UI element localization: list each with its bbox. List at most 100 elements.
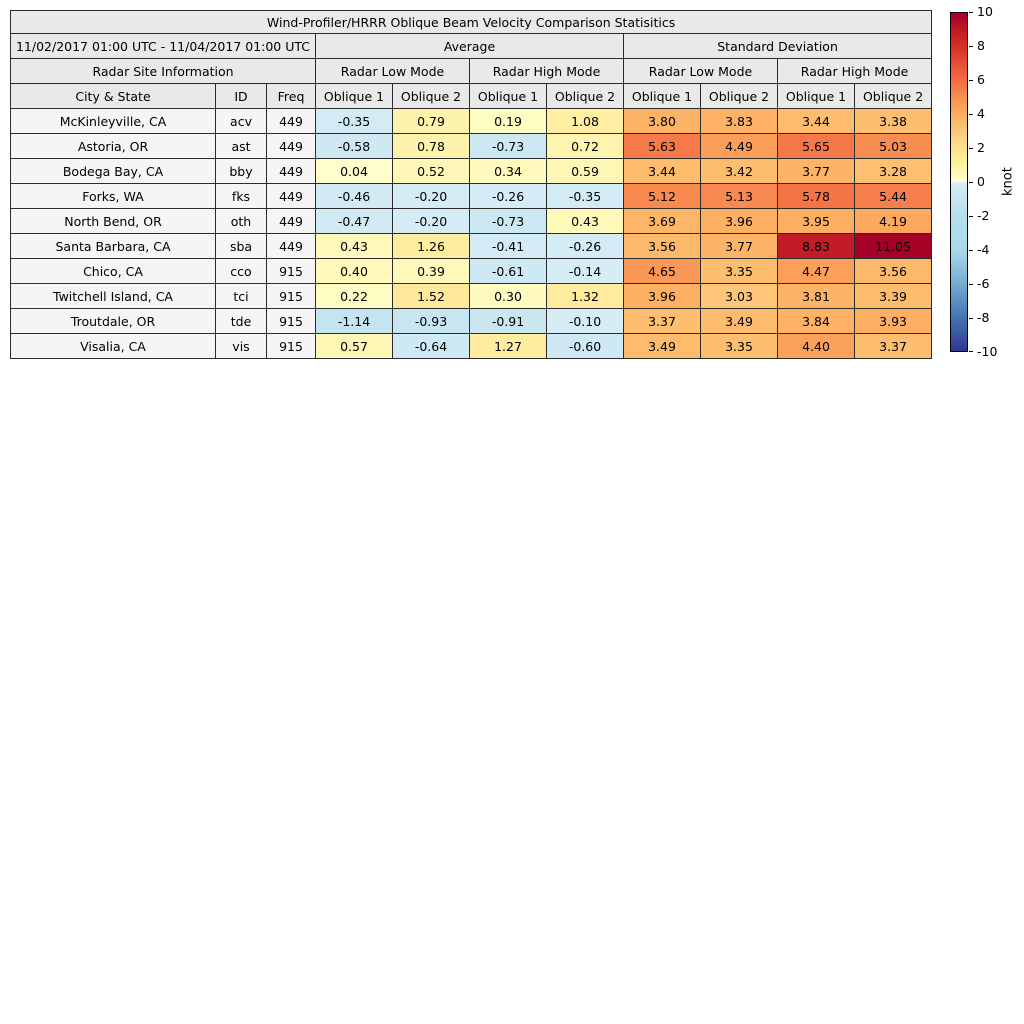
cell-value: 3.69 — [623, 208, 701, 234]
group-row-1: 11/02/2017 01:00 UTC - 11/04/2017 01:00 … — [10, 33, 933, 59]
cell-freq: 915 — [266, 333, 316, 359]
cell-value: -0.60 — [546, 333, 624, 359]
cell-value: 1.52 — [392, 283, 470, 309]
cell-id: fks — [215, 183, 267, 209]
cell-value: 11.05 — [853, 233, 933, 259]
cell-value: -0.46 — [315, 183, 393, 209]
table-body: McKinleyville, CA acv 449 -0.35 0.79 0.19 1.08… — [10, 108, 933, 359]
cell-value: 0.59 — [546, 158, 624, 184]
cell-value: 3.44 — [777, 108, 855, 134]
cell-value: 5.03 — [853, 133, 933, 159]
title-row: Wind-Profiler/HRRR Oblique Beam Velocity… — [9, 10, 933, 34]
cell-value: 3.77 — [700, 233, 778, 259]
cell-value: 0.04 — [315, 158, 393, 184]
col-freq: Freq — [266, 83, 316, 109]
cell-value: -0.10 — [546, 308, 624, 334]
colorbar-tick — [969, 215, 973, 217]
cell-value: 3.44 — [623, 158, 701, 184]
cell-value: -0.35 — [315, 108, 393, 134]
col-std-high-oblique2: Oblique 2 — [853, 83, 933, 109]
colorbar-tick-label: 2 — [977, 140, 985, 155]
group-average: Average — [315, 33, 624, 59]
cell-city-state: Twitchell Island, CA — [10, 283, 216, 309]
cell-value: -1.14 — [315, 308, 393, 334]
cell-id: cco — [215, 258, 267, 284]
cell-value: -0.91 — [469, 308, 547, 334]
cell-city-state: Visalia, CA — [10, 333, 216, 359]
cell-id: tde — [215, 308, 267, 334]
cell-value: 0.40 — [315, 258, 393, 284]
cell-value: 5.12 — [623, 183, 701, 209]
cell-value: 5.65 — [777, 133, 855, 159]
cell-value: 0.78 — [392, 133, 470, 159]
cell-value: 0.43 — [546, 208, 624, 234]
cell-city-state: Troutdale, OR — [10, 308, 216, 334]
colorbar-tick-label: 6 — [977, 72, 985, 87]
cell-value: 3.37 — [623, 308, 701, 334]
cell-value: 3.80 — [623, 108, 701, 134]
group-avg-low-mode: Radar Low Mode — [315, 58, 470, 84]
cell-value: 3.83 — [700, 108, 778, 134]
cell-value: 3.28 — [853, 158, 933, 184]
cell-value: -0.26 — [546, 233, 624, 259]
cell-freq: 449 — [266, 133, 316, 159]
cell-city-state: McKinleyville, CA — [10, 108, 216, 134]
cell-id: sba — [215, 233, 267, 259]
colorbar-tick — [969, 12, 973, 13]
cell-value: 1.27 — [469, 333, 547, 359]
cell-city-state: Chico, CA — [10, 258, 216, 284]
colorbar-tick-label: -10 — [977, 344, 998, 359]
cell-value: 3.96 — [700, 208, 778, 234]
colorbar-tick — [969, 113, 973, 115]
cell-value: -0.35 — [546, 183, 624, 209]
column-header-row: City & State ID Freq Oblique 1 Oblique 2… — [10, 83, 933, 109]
cell-value: 3.84 — [777, 308, 855, 334]
colorbar-tick-label: 8 — [977, 38, 985, 53]
col-std-high-oblique1: Oblique 1 — [777, 83, 855, 109]
colorbar-unit-label: knot — [1000, 167, 1016, 197]
cell-city-state: Forks, WA — [10, 183, 216, 209]
colorbar-tick-label: -2 — [977, 208, 990, 223]
cell-id: oth — [215, 208, 267, 234]
cell-value: 3.49 — [700, 308, 778, 334]
colorbar-tick — [969, 249, 973, 251]
colorbar-tick-label: -4 — [977, 242, 990, 257]
cell-value: 3.39 — [853, 283, 933, 309]
cell-value: -0.20 — [392, 183, 470, 209]
cell-freq: 449 — [266, 208, 316, 234]
cell-city-state: Astoria, OR — [10, 133, 216, 159]
cell-value: 1.26 — [392, 233, 470, 259]
cell-value: 8.83 — [777, 233, 855, 259]
group-std-low-mode: Radar Low Mode — [623, 58, 778, 84]
table-row: McKinleyville, CA acv 449 -0.35 0.79 0.19 1.08… — [10, 108, 933, 134]
cell-value: -0.41 — [469, 233, 547, 259]
cell-value: 1.08 — [546, 108, 624, 134]
cell-value: 3.95 — [777, 208, 855, 234]
cell-id: vis — [215, 333, 267, 359]
cell-value: -0.47 — [315, 208, 393, 234]
cell-freq: 915 — [266, 283, 316, 309]
colorbar-tick — [969, 181, 973, 183]
cell-value: 3.56 — [623, 233, 701, 259]
cell-city-state: Santa Barbara, CA — [10, 233, 216, 259]
cell-freq: 915 — [266, 258, 316, 284]
table-header: Wind-Profiler/HRRR Oblique Beam Velocity… — [9, 10, 933, 109]
col-city-state: City & State — [10, 83, 216, 109]
cell-freq: 449 — [266, 158, 316, 184]
group-standard-deviation: Standard Deviation — [622, 33, 933, 59]
cell-value: 3.96 — [623, 283, 701, 309]
table-row: North Bend, OR oth 449 -0.47 -0.20 -0.73 0.43 3… — [10, 208, 933, 234]
cell-value: 0.72 — [546, 133, 624, 159]
cell-value: 4.47 — [777, 258, 855, 284]
cell-value: -0.20 — [392, 208, 470, 234]
group-row-2: Radar Site Information Radar Low Mode Ra… — [10, 58, 933, 84]
col-avg-low-oblique2: Oblique 2 — [392, 83, 470, 109]
cell-value: 0.22 — [315, 283, 393, 309]
cell-value: 0.34 — [469, 158, 547, 184]
table-row: Bodega Bay, CA bby 449 0.04 0.52 0.34 0.59 3.44… — [10, 158, 933, 184]
group-std-high-mode: Radar High Mode — [776, 58, 933, 84]
table-row: Troutdale, OR tde 915 -1.14 -0.93 -0.91 -0.10 3… — [10, 308, 933, 334]
cell-freq: 915 — [266, 308, 316, 334]
cell-value: 3.77 — [777, 158, 855, 184]
